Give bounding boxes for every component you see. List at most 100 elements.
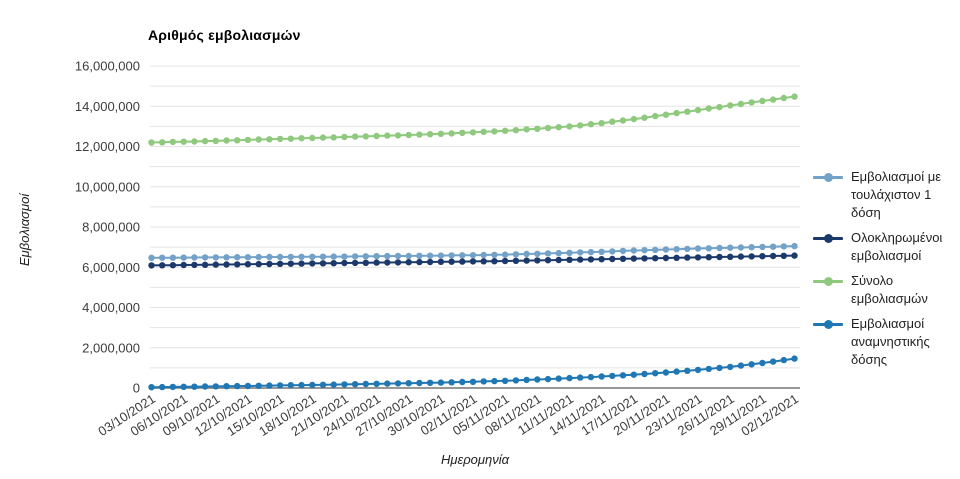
data-point[interactable] bbox=[384, 259, 391, 266]
data-point[interactable] bbox=[319, 134, 327, 141]
data-point[interactable] bbox=[169, 383, 177, 391]
data-point[interactable] bbox=[394, 132, 402, 139]
data-point[interactable] bbox=[716, 364, 723, 372]
data-point[interactable] bbox=[523, 376, 530, 384]
data-point[interactable] bbox=[662, 254, 670, 262]
data-point[interactable] bbox=[609, 372, 616, 380]
data-point[interactable] bbox=[534, 125, 541, 132]
data-point[interactable] bbox=[148, 139, 155, 146]
data-point[interactable] bbox=[652, 112, 659, 120]
data-point[interactable] bbox=[159, 262, 166, 269]
series-2[interactable] bbox=[148, 93, 798, 146]
data-point[interactable] bbox=[180, 254, 187, 261]
data-point[interactable] bbox=[641, 370, 648, 378]
data-point[interactable] bbox=[577, 249, 584, 256]
data-point[interactable] bbox=[341, 381, 348, 388]
data-point[interactable] bbox=[201, 254, 209, 261]
data-point[interactable] bbox=[169, 262, 177, 269]
data-point[interactable] bbox=[201, 383, 209, 390]
data-point[interactable] bbox=[630, 247, 637, 254]
data-point[interactable] bbox=[437, 258, 445, 265]
data-point[interactable] bbox=[534, 250, 541, 257]
data-point[interactable] bbox=[769, 252, 777, 260]
data-point[interactable] bbox=[469, 129, 477, 136]
data-point[interactable] bbox=[255, 260, 262, 268]
data-point[interactable] bbox=[759, 97, 766, 105]
data-point[interactable] bbox=[716, 253, 723, 261]
data-point[interactable] bbox=[287, 382, 294, 389]
data-point[interactable] bbox=[684, 254, 691, 261]
data-point[interactable] bbox=[491, 258, 498, 265]
data-point[interactable] bbox=[148, 254, 155, 261]
data-point[interactable] bbox=[480, 128, 487, 135]
data-point[interactable] bbox=[544, 375, 552, 383]
data-point[interactable] bbox=[694, 106, 702, 114]
data-point[interactable] bbox=[469, 378, 477, 385]
data-point[interactable] bbox=[309, 134, 316, 142]
data-point[interactable] bbox=[426, 131, 434, 138]
data-point[interactable] bbox=[330, 134, 337, 141]
data-point[interactable] bbox=[630, 255, 637, 262]
data-point[interactable] bbox=[266, 382, 273, 389]
data-point[interactable] bbox=[234, 382, 241, 390]
data-point[interactable] bbox=[255, 382, 262, 389]
data-point[interactable] bbox=[319, 381, 327, 388]
data-point[interactable] bbox=[684, 245, 691, 253]
data-point[interactable] bbox=[587, 248, 595, 256]
data-point[interactable] bbox=[394, 259, 402, 266]
data-point[interactable] bbox=[373, 259, 380, 266]
data-point[interactable] bbox=[459, 129, 466, 136]
data-point[interactable] bbox=[384, 380, 391, 387]
data-point[interactable] bbox=[309, 260, 316, 267]
data-point[interactable] bbox=[673, 254, 680, 261]
data-point[interactable] bbox=[180, 383, 187, 390]
data-point[interactable] bbox=[791, 242, 798, 250]
data-point[interactable] bbox=[426, 258, 434, 266]
data-point[interactable] bbox=[416, 131, 423, 138]
data-point[interactable] bbox=[566, 123, 573, 130]
data-point[interactable] bbox=[523, 257, 530, 264]
data-point[interactable] bbox=[437, 130, 445, 137]
legend-item-0[interactable]: Εμβολιασμοί με τουλάχιστον 1 δόση bbox=[813, 168, 960, 222]
data-point[interactable] bbox=[769, 358, 777, 365]
data-point[interactable] bbox=[652, 255, 659, 262]
data-point[interactable] bbox=[405, 252, 412, 260]
data-point[interactable] bbox=[362, 259, 369, 266]
data-point[interactable] bbox=[673, 246, 680, 253]
data-point[interactable] bbox=[276, 253, 284, 261]
data-point[interactable] bbox=[212, 137, 219, 145]
data-point[interactable] bbox=[191, 138, 198, 145]
data-point[interactable] bbox=[234, 254, 241, 261]
data-point[interactable] bbox=[780, 356, 787, 364]
data-point[interactable] bbox=[587, 256, 595, 263]
data-point[interactable] bbox=[244, 136, 252, 144]
data-point[interactable] bbox=[191, 383, 198, 390]
data-point[interactable] bbox=[662, 246, 670, 253]
data-point[interactable] bbox=[480, 378, 487, 385]
data-point[interactable] bbox=[501, 257, 509, 265]
data-point[interactable] bbox=[598, 373, 605, 380]
data-point[interactable] bbox=[544, 257, 552, 264]
data-point[interactable] bbox=[480, 258, 487, 265]
data-point[interactable] bbox=[362, 253, 369, 260]
data-point[interactable] bbox=[619, 372, 627, 379]
data-point[interactable] bbox=[694, 245, 702, 252]
data-point[interactable] bbox=[501, 377, 509, 384]
data-point[interactable] bbox=[426, 252, 434, 259]
data-point[interactable] bbox=[212, 254, 219, 261]
data-point[interactable] bbox=[641, 247, 648, 254]
data-point[interactable] bbox=[448, 379, 455, 386]
data-point[interactable] bbox=[759, 243, 766, 251]
data-point[interactable] bbox=[716, 244, 723, 252]
data-point[interactable] bbox=[223, 254, 230, 261]
data-point[interactable] bbox=[148, 262, 155, 269]
data-point[interactable] bbox=[491, 377, 498, 385]
data-point[interactable] bbox=[791, 93, 798, 100]
data-point[interactable] bbox=[234, 261, 241, 268]
data-point[interactable] bbox=[694, 254, 702, 261]
data-point[interactable] bbox=[394, 252, 402, 260]
data-point[interactable] bbox=[191, 254, 198, 261]
data-point[interactable] bbox=[727, 102, 734, 109]
data-point[interactable] bbox=[234, 137, 241, 144]
data-point[interactable] bbox=[416, 258, 423, 266]
